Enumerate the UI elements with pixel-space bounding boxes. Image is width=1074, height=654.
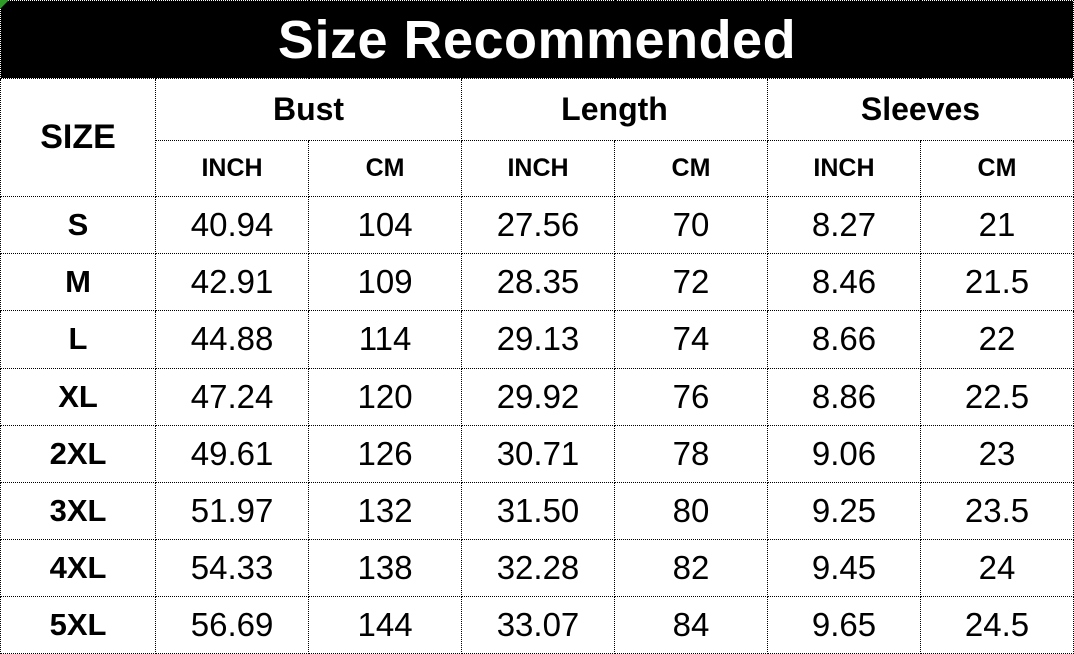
sleeves-cm-cell: 21.5 [919,253,1074,312]
bust-inch-cell: 51.97 [155,481,310,540]
table-body: S 40.94 104 27.56 70 8.27 21 M 42.91 109… [0,196,1074,654]
table-row: 3XL 51.97 132 31.50 80 9.25 23.5 [0,481,1074,540]
unit-header-bust-cm: CM [308,140,463,198]
bust-cm-cell: 126 [308,424,463,483]
sleeves-cm-cell: 22 [919,310,1074,369]
sleeves-cm-cell: 21 [919,196,1074,255]
sleeves-inch-cell: 9.06 [766,424,921,483]
table-row: M 42.91 109 28.35 72 8.46 21.5 [0,253,1074,312]
column-header-sleeves: Sleeves [766,78,1074,142]
sleeves-inch-cell: 9.25 [766,481,921,540]
sleeves-cm-cell: 23.5 [919,481,1074,540]
sleeves-cm-cell: 24.5 [919,595,1074,654]
bust-cm-cell: 104 [308,196,463,255]
sleeves-inch-cell: 9.45 [766,538,921,597]
length-cm-cell: 74 [614,310,768,369]
length-cm-cell: 80 [614,481,768,540]
bust-cm-cell: 132 [308,481,463,540]
table-row: 4XL 54.33 138 32.28 82 9.45 24 [0,538,1074,597]
length-inch-cell: 32.28 [461,538,615,597]
length-inch-cell: 33.07 [461,595,615,654]
bust-cm-cell: 138 [308,538,463,597]
sleeves-cm-cell: 24 [919,538,1074,597]
length-cm-cell: 78 [614,424,768,483]
sleeves-inch-cell: 8.66 [766,310,921,369]
unit-header-sleeves-cm: CM [919,140,1074,198]
table-row: L 44.88 114 29.13 74 8.66 22 [0,310,1074,369]
unit-header-bust-inch: INCH [155,140,310,198]
unit-header-length-inch: INCH [461,140,615,198]
size-label-cell: L [0,310,157,369]
length-inch-cell: 27.56 [461,196,615,255]
length-cm-cell: 82 [614,538,768,597]
size-label-cell: M [0,253,157,312]
bust-cm-cell: 120 [308,367,463,426]
size-label-cell: 3XL [0,481,157,540]
unit-header-sleeves-inch: INCH [766,140,921,198]
bust-inch-cell: 56.69 [155,595,310,654]
size-label-cell: 4XL [0,538,157,597]
sleeves-inch-cell: 8.27 [766,196,921,255]
bust-cm-cell: 109 [308,253,463,312]
bust-inch-cell: 42.91 [155,253,310,312]
length-cm-cell: 76 [614,367,768,426]
sleeves-inch-cell: 8.86 [766,367,921,426]
title-banner-row: Size Recommended [0,0,1074,80]
length-inch-cell: 31.50 [461,481,615,540]
bust-cm-cell: 114 [308,310,463,369]
sleeves-cm-cell: 23 [919,424,1074,483]
green-corner-marker [0,0,9,9]
length-cm-cell: 70 [614,196,768,255]
column-header-length: Length [461,78,768,142]
table-row: XL 47.24 120 29.92 76 8.86 22.5 [0,367,1074,426]
group-header-row: SIZE Bust Length Sleeves [0,78,1074,198]
size-label-cell: S [0,196,157,255]
bust-inch-cell: 40.94 [155,196,310,255]
size-label-cell: 2XL [0,424,157,483]
column-header-size: SIZE [0,78,157,198]
table-row: S 40.94 104 27.56 70 8.27 21 [0,196,1074,255]
unit-header-length-cm: CM [614,140,768,198]
size-label-cell: XL [0,367,157,426]
unit-header-row: INCH CM INCH CM INCH CM [1,140,1074,198]
column-header-bust: Bust [155,78,463,142]
sleeves-inch-cell: 8.46 [766,253,921,312]
bust-inch-cell: 54.33 [155,538,310,597]
bust-inch-cell: 44.88 [155,310,310,369]
table-row: 5XL 56.69 144 33.07 84 9.65 24.5 [0,595,1074,654]
table-row: 2XL 49.61 126 30.71 78 9.06 23 [0,424,1074,483]
bust-inch-cell: 49.61 [155,424,310,483]
sleeves-inch-cell: 9.65 [766,595,921,654]
length-cm-cell: 84 [614,595,768,654]
length-inch-cell: 29.13 [461,310,615,369]
length-inch-cell: 28.35 [461,253,615,312]
page-title: Size Recommended [0,0,1074,80]
size-label-cell: 5XL [0,595,157,654]
bust-inch-cell: 47.24 [155,367,310,426]
length-inch-cell: 29.92 [461,367,615,426]
bust-cm-cell: 144 [308,595,463,654]
length-cm-cell: 72 [614,253,768,312]
length-inch-cell: 30.71 [461,424,615,483]
sleeves-cm-cell: 22.5 [919,367,1074,426]
